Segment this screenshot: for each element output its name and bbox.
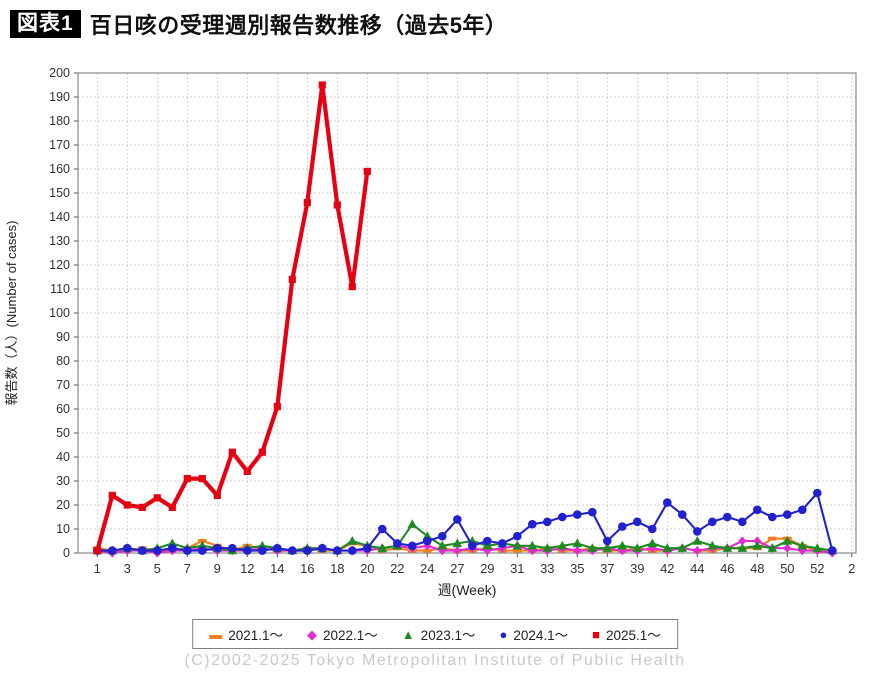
svg-text:90: 90	[56, 330, 70, 344]
svg-text:50: 50	[56, 426, 70, 440]
svg-text:120: 120	[49, 258, 70, 272]
svg-text:42: 42	[660, 561, 674, 576]
svg-text:200: 200	[49, 66, 70, 80]
square-marker-icon: ■	[592, 626, 600, 642]
svg-text:16: 16	[300, 561, 314, 576]
legend-item-2021: ▬ 2021.1～	[209, 624, 283, 644]
svg-text:報告数（人）(Number of cases): 報告数（人）(Number of cases)	[4, 221, 19, 406]
svg-text:7: 7	[184, 561, 191, 576]
svg-text:46: 46	[720, 561, 734, 576]
svg-text:20: 20	[360, 561, 374, 576]
svg-text:35: 35	[570, 561, 584, 576]
title-badge: 図表1	[10, 10, 81, 38]
svg-text:2: 2	[848, 561, 855, 576]
svg-text:170: 170	[49, 138, 70, 152]
svg-text:3: 3	[124, 561, 131, 576]
svg-text:20: 20	[56, 498, 70, 512]
svg-text:週(Week): 週(Week)	[438, 582, 497, 598]
diamond-marker-icon: ◆	[307, 626, 318, 642]
chart-title-bar: 図表1 百日咳の受理週別報告数推移（過去5年）	[10, 8, 507, 40]
svg-text:100: 100	[49, 306, 70, 320]
svg-text:39: 39	[630, 561, 644, 576]
svg-text:5: 5	[154, 561, 161, 576]
svg-text:27: 27	[450, 561, 464, 576]
legend-label: 2023.1～	[420, 628, 476, 643]
svg-text:29: 29	[480, 561, 494, 576]
legend-item-2022: ◆ 2022.1～	[307, 624, 378, 644]
svg-text:70: 70	[56, 378, 70, 392]
svg-text:40: 40	[56, 450, 70, 464]
chart-canvas: 0102030405060708090100110120130140150160…	[4, 66, 857, 598]
svg-text:110: 110	[50, 282, 70, 296]
svg-text:60: 60	[56, 402, 70, 416]
svg-text:30: 30	[56, 474, 70, 488]
legend-label: 2025.1～	[605, 628, 661, 643]
svg-text:1: 1	[94, 561, 101, 576]
svg-text:160: 160	[49, 162, 70, 176]
svg-text:48: 48	[750, 561, 764, 576]
legend-label: 2022.1～	[323, 628, 378, 643]
svg-text:12: 12	[240, 561, 254, 576]
svg-text:24: 24	[420, 561, 434, 576]
svg-text:130: 130	[49, 234, 70, 248]
chart-legend: ▬ 2021.1～ ◆ 2022.1～ ▲ 2023.1～ ● 2024.1～ …	[192, 619, 678, 649]
svg-text:22: 22	[390, 561, 404, 576]
svg-text:140: 140	[49, 210, 70, 224]
svg-text:18: 18	[330, 561, 344, 576]
legend-item-2025: ■ 2025.1～	[592, 624, 661, 644]
dash-marker-icon: ▬	[209, 626, 223, 642]
svg-text:50: 50	[780, 561, 794, 576]
svg-text:31: 31	[510, 561, 524, 576]
svg-text:80: 80	[56, 354, 70, 368]
svg-text:37: 37	[600, 561, 614, 576]
svg-text:9: 9	[214, 561, 221, 576]
svg-text:10: 10	[56, 522, 70, 536]
svg-text:14: 14	[270, 561, 284, 576]
copyright-footer: (C)2002-2025 Tokyo Metropolitan Institut…	[184, 652, 686, 669]
svg-text:33: 33	[540, 561, 554, 576]
svg-text:0: 0	[63, 546, 70, 560]
triangle-marker-icon: ▲	[401, 626, 415, 642]
page-title: 百日咳の受理週別報告数推移（過去5年）	[89, 13, 508, 38]
svg-text:44: 44	[690, 561, 704, 576]
legend-item-2023: ▲ 2023.1～	[402, 624, 476, 644]
legend-label: 2021.1～	[228, 628, 284, 643]
svg-text:150: 150	[49, 186, 70, 200]
svg-text:190: 190	[49, 90, 70, 104]
legend-item-2024: ● 2024.1～	[499, 624, 568, 644]
legend-label: 2024.1～	[513, 628, 569, 643]
svg-text:52: 52	[810, 561, 824, 576]
circle-marker-icon: ●	[499, 626, 508, 642]
svg-text:180: 180	[49, 114, 70, 128]
